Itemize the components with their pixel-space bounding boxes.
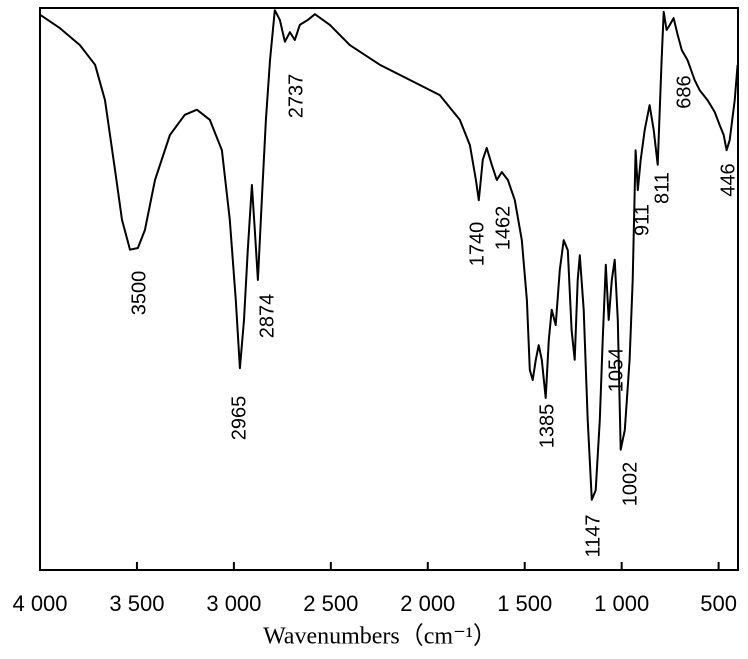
peak-label: 446	[717, 163, 739, 196]
x-tick-label: 2 000	[400, 591, 455, 616]
x-tick-label: 500	[700, 591, 737, 616]
peak-label: 3500	[128, 271, 150, 316]
peak-label: 2737	[285, 74, 307, 119]
x-axis-title: Wavenumbers（cm⁻¹）	[263, 624, 497, 650]
x-tick-label: 1 500	[497, 591, 552, 616]
peak-label: 1462	[492, 206, 514, 251]
peak-label: 911	[631, 204, 653, 236]
peak-label: 1385	[536, 404, 558, 449]
peak-label: 1002	[619, 462, 641, 507]
peak-label: 1147	[582, 514, 604, 557]
x-tick-label: 4 000	[12, 591, 67, 616]
peak-label: 811	[651, 172, 673, 204]
peak-label: 2965	[228, 396, 250, 441]
peak-label: 1740	[466, 222, 488, 267]
x-tick-label: 2 500	[303, 591, 358, 616]
plot-frame	[39, 7, 739, 571]
x-tick-label: 3 000	[206, 591, 261, 616]
x-tick-label: 1 000	[594, 591, 649, 616]
spectrum-line	[39, 9, 739, 501]
peak-label: 686	[673, 75, 695, 108]
peak-label: 2874	[256, 294, 278, 339]
peak-label: 1054	[605, 348, 627, 393]
x-tick-label: 3 500	[109, 591, 164, 616]
